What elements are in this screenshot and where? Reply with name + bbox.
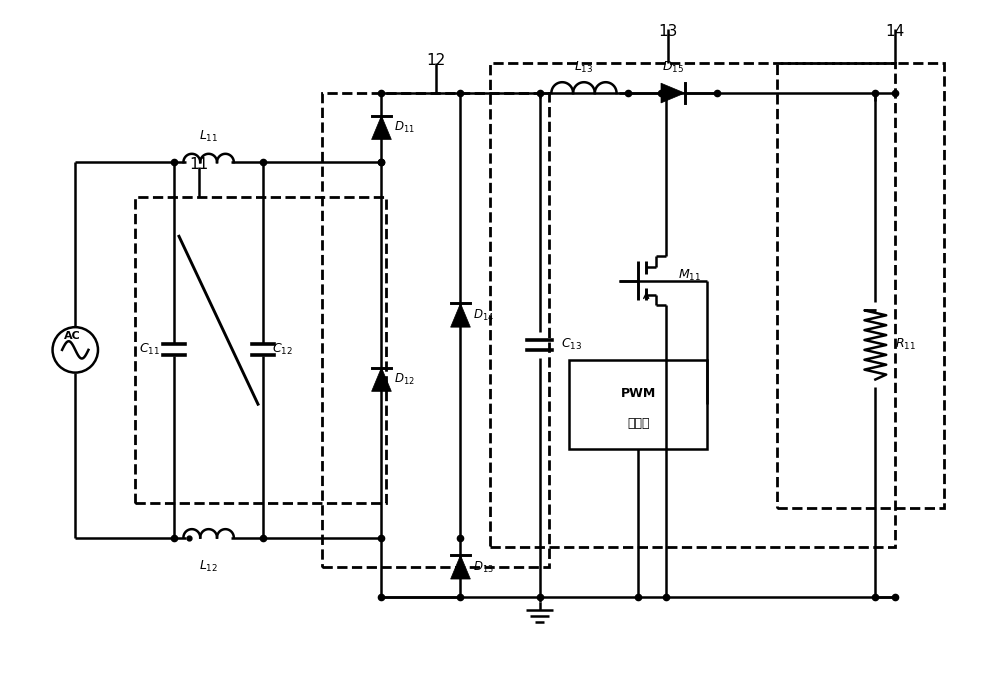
Text: $L_{13}$: $L_{13}$ [574,61,594,75]
Bar [322,93,549,567]
Text: AC: AC [64,331,81,341]
Text: $L_{11}$: $L_{11}$ [199,129,218,144]
Text: 控制器: 控制器 [627,418,650,430]
Polygon shape [372,368,391,392]
Text: $D_{15}$: $D_{15}$ [662,61,684,75]
Text: $M_{11}$: $M_{11}$ [678,268,701,284]
Bar [135,197,386,503]
Bar [777,63,944,508]
Text: $C_{12}$: $C_{12}$ [272,342,293,358]
Text: $D_{12}$: $D_{12}$ [394,372,415,387]
Text: 13: 13 [658,24,678,39]
Polygon shape [451,556,470,579]
Bar [490,63,895,547]
Polygon shape [372,116,391,139]
Bar [569,360,707,449]
Polygon shape [661,83,685,103]
Text: PWM: PWM [621,387,656,400]
Text: $D_{11}$: $D_{11}$ [394,120,415,135]
Text: $L_{12}$: $L_{12}$ [199,559,218,575]
Polygon shape [451,303,470,327]
Text: $C_{13}$: $C_{13}$ [561,337,582,352]
Text: 12: 12 [426,53,445,69]
Text: $D_{13}$: $D_{13}$ [473,560,494,575]
Text: 14: 14 [885,24,905,39]
Text: $D_{14}$: $D_{14}$ [473,308,494,323]
Text: $R_{11}$: $R_{11}$ [895,337,916,352]
Text: $C_{11}$: $C_{11}$ [139,342,160,358]
Text: 11: 11 [189,157,208,172]
